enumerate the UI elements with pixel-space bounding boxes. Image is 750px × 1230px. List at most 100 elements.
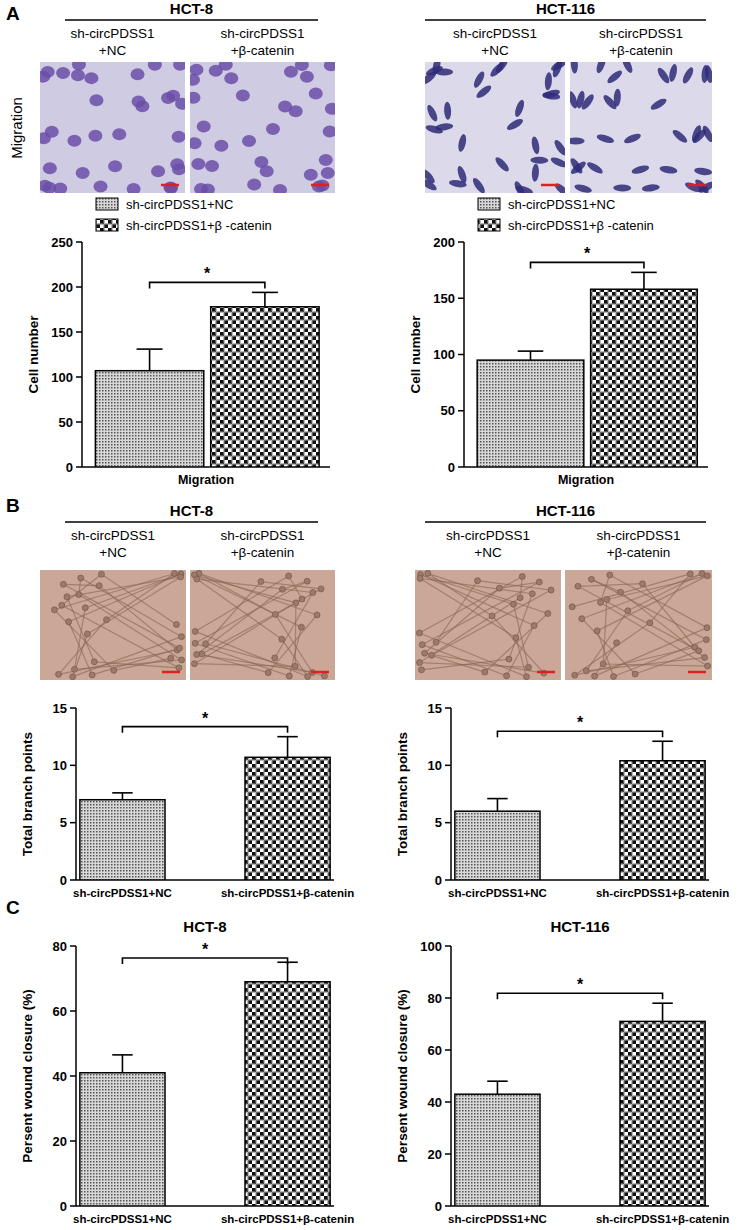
cell <box>623 132 642 145</box>
error-cap <box>487 798 507 800</box>
cell <box>67 135 81 147</box>
cell <box>703 637 709 643</box>
cell <box>286 673 292 679</box>
legend-label: sh-circPDSS1+NC <box>508 197 615 212</box>
y-tick <box>76 331 82 333</box>
image-bg <box>570 62 712 193</box>
cell <box>549 155 565 169</box>
tube <box>420 578 532 593</box>
cell <box>570 62 578 74</box>
tube <box>597 631 613 677</box>
cell <box>89 672 95 678</box>
y-tick-label: 100 <box>51 370 73 385</box>
scale-bar <box>688 184 706 187</box>
cell <box>40 180 52 192</box>
tube <box>582 573 702 618</box>
cell <box>71 69 85 81</box>
cell <box>702 655 708 661</box>
cell <box>45 126 59 138</box>
tube <box>607 576 708 600</box>
cell <box>325 103 335 115</box>
y-tick-label: 150 <box>51 325 73 340</box>
cell <box>671 128 689 145</box>
cell <box>191 158 205 170</box>
tube <box>289 576 302 599</box>
legend-swatch <box>96 198 118 210</box>
y-tick-label: 10 <box>53 758 67 773</box>
x-tick-label: sh-circPDSS1+NC <box>73 1213 172 1225</box>
y-tick <box>70 707 76 709</box>
y-tick-label: 0 <box>60 1199 67 1214</box>
tube <box>195 643 289 676</box>
cell <box>513 99 526 118</box>
tube <box>595 628 707 676</box>
cell <box>611 674 617 680</box>
legend-label: sh-circPDSS1+NC <box>126 197 233 212</box>
cell <box>475 578 481 584</box>
cell <box>496 585 502 591</box>
y-tick <box>445 945 451 947</box>
y-tick-label: 40 <box>428 1095 442 1110</box>
image-bg <box>425 62 565 193</box>
scale-bar <box>161 184 179 187</box>
cell <box>641 183 660 192</box>
cell <box>191 661 197 667</box>
chart: 050100150200250Cell numberMigration*sh-c… <box>26 197 330 487</box>
cell <box>530 157 548 164</box>
tube <box>509 594 532 659</box>
y-tick <box>70 1010 76 1012</box>
error-cap <box>137 348 163 350</box>
y-tick <box>458 298 464 300</box>
error-cap <box>112 792 132 794</box>
x-tick-label: sh-circPDSS1+β-catenin <box>221 1213 354 1225</box>
tube <box>428 573 548 613</box>
cell <box>647 620 653 626</box>
scale-bar <box>541 184 559 187</box>
cell <box>76 592 82 598</box>
cell <box>668 63 679 82</box>
significance-bracket <box>497 731 662 737</box>
y-tick <box>76 286 82 288</box>
cell <box>94 181 108 193</box>
y-tick <box>445 997 451 999</box>
plot-area <box>455 741 705 880</box>
legend-swatch <box>478 219 500 231</box>
legend-entry: sh-circPDSS1+NC <box>478 197 615 212</box>
cell <box>517 595 523 601</box>
cell <box>596 133 615 145</box>
error-stem <box>530 351 532 360</box>
cell <box>592 673 598 679</box>
y-tick-label: 0 <box>435 1199 442 1214</box>
header-rule <box>65 521 318 523</box>
x-tick-label: sh-circPDSS1+NC <box>73 887 172 899</box>
y-axis <box>450 708 452 880</box>
x-tick-label: sh-circPDSS1+NC <box>448 1213 547 1225</box>
y-axis-label: Total branch points <box>20 732 35 856</box>
bar <box>245 757 330 880</box>
error-cap <box>652 1002 672 1004</box>
cell <box>656 66 672 85</box>
cell <box>41 66 55 78</box>
legend-label: sh-circPDSS1+β -catenin <box>508 218 654 233</box>
y-tick <box>458 466 464 468</box>
cell <box>258 579 264 585</box>
cell <box>530 136 540 155</box>
cell <box>525 664 531 670</box>
cell <box>321 673 327 679</box>
cell <box>203 641 209 647</box>
y-tick-label: 0 <box>60 873 67 888</box>
error-stem <box>643 272 645 289</box>
tube <box>572 574 690 607</box>
error-stem <box>497 1081 499 1094</box>
tube <box>420 578 516 637</box>
cell <box>588 576 594 582</box>
cell <box>457 133 468 152</box>
y-tick <box>445 765 451 767</box>
error-bar <box>652 1003 672 1021</box>
cell <box>219 62 233 71</box>
cell-line-header: HCT-116 <box>536 0 595 17</box>
error-cap <box>518 350 544 352</box>
x-tick-label: Migration <box>558 473 614 487</box>
bar <box>620 761 705 880</box>
cell <box>570 138 585 145</box>
